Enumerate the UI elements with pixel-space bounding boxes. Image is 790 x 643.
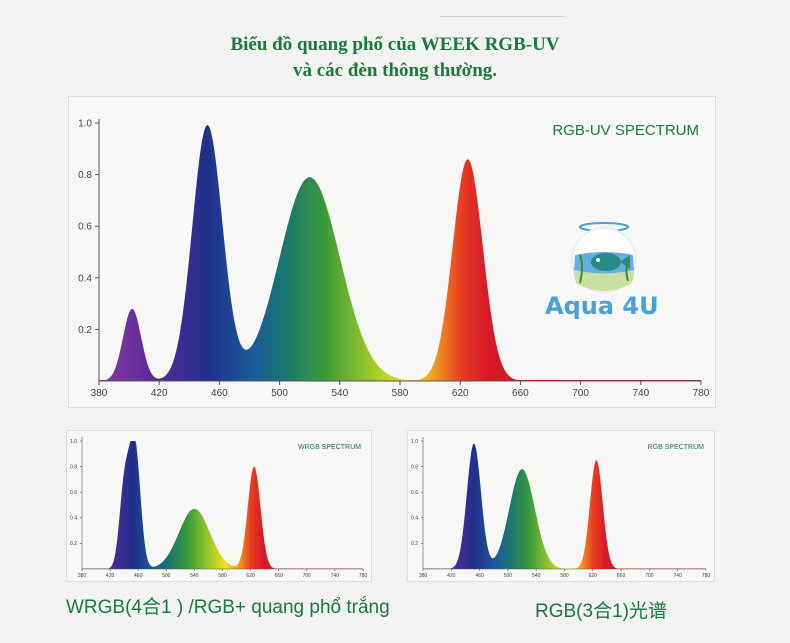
y-tick-label: 0.8 — [70, 464, 77, 470]
x-tick-label: 460 — [475, 573, 484, 579]
x-tick-label: 380 — [78, 573, 87, 579]
y-tick-label: 0.4 — [70, 516, 77, 522]
chart-title: WRGB SPECTRUM — [298, 444, 361, 451]
y-tick-label: 0.8 — [411, 464, 418, 470]
rgb-spectrum-chart: 380 420 460 500 540 580 620 660 700 740 780 0.2 0.4 0… — [407, 430, 715, 582]
x-tick-label: 540 — [532, 573, 541, 579]
x-tick-label: 700 — [572, 388, 589, 399]
x-tick-label: 460 — [211, 388, 228, 399]
logo-text: Aqua 4U — [545, 292, 659, 320]
chart-title: RGB-UV SPECTRUM — [552, 122, 699, 139]
x-tick-label: 540 — [331, 388, 348, 399]
y-tick-label: 0.2 — [78, 325, 92, 336]
y-tick-label: 0.6 — [70, 490, 77, 496]
y-tick-label: 1.0 — [70, 439, 77, 445]
page-subtitle: và các đèn thông thường. — [292, 60, 498, 81]
x-tick-label: 660 — [512, 388, 529, 399]
x-tick-label: 620 — [246, 573, 255, 579]
y-tick-label: 0.4 — [411, 516, 418, 522]
x-tick-label: 500 — [162, 573, 171, 579]
x-tick-label: 700 — [645, 573, 654, 579]
rgb-caption: RGB(3合1)光谱 — [535, 601, 667, 622]
fishbowl-icon — [571, 222, 637, 293]
x-tick-label: 780 — [693, 388, 710, 399]
y-tick-label: 1.0 — [411, 439, 418, 445]
chart-title: RGB SPECTRUM — [648, 444, 705, 451]
x-tick-label: 380 — [419, 573, 428, 579]
y-tick-label: 0.6 — [78, 222, 92, 233]
x-tick-label: 500 — [504, 573, 513, 579]
x-tick-label: 700 — [303, 573, 312, 579]
x-tick-label: 620 — [589, 573, 598, 579]
x-tick-label: 780 — [702, 573, 711, 579]
x-tick-label: 580 — [218, 573, 227, 579]
y-tick-label: 0.2 — [411, 541, 418, 547]
top-divider — [440, 16, 564, 17]
y-tick-label: 1.0 — [78, 119, 92, 130]
x-tick-label: 580 — [392, 388, 409, 399]
y-tick-label: 0.8 — [78, 170, 92, 181]
x-tick-label: 740 — [331, 573, 340, 579]
x-tick-label: 660 — [275, 573, 284, 579]
x-tick-label: 500 — [271, 388, 288, 399]
x-tick-label: 380 — [91, 388, 108, 399]
x-tick-label: 580 — [560, 573, 569, 579]
y-tick-label: 0.4 — [78, 273, 92, 284]
x-tick-label: 740 — [674, 573, 683, 579]
x-tick-label: 620 — [452, 388, 469, 399]
x-tick-label: 540 — [190, 573, 199, 579]
y-tick-label: 0.2 — [70, 541, 77, 547]
x-tick-label: 660 — [617, 573, 626, 579]
wrgb-spectrum-chart: 380 420 460 500 540 580 620 660 700 740 780 0.2 0.4 0… — [66, 430, 372, 582]
x-tick-label: 420 — [447, 573, 456, 579]
x-tick-label: 420 — [106, 573, 115, 579]
x-tick-label: 780 — [359, 573, 368, 579]
spectrum-area — [99, 124, 701, 381]
spectrum-area — [82, 441, 363, 569]
y-tick-label: 0.6 — [411, 490, 418, 496]
wrgb-caption: WRGB(4合1 ) /RGB+ quang phổ trắng — [66, 597, 390, 618]
x-tick-label: 740 — [632, 388, 649, 399]
x-tick-label: 460 — [134, 573, 143, 579]
spectrum-area — [423, 443, 706, 569]
page-title: Biểu đồ quang phổ của WEEK RGB-UV — [230, 34, 560, 55]
x-tick-label: 420 — [151, 388, 168, 399]
